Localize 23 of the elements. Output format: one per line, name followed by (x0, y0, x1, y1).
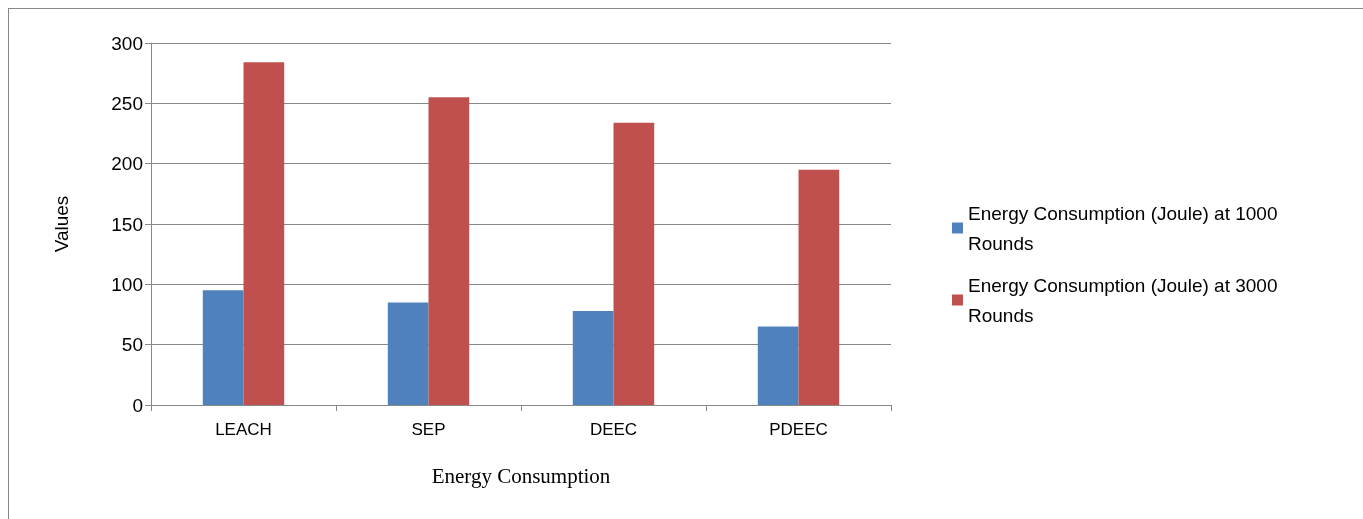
x-axis-title: Energy Consumption (431, 463, 611, 488)
y-tick-label: 150 (111, 213, 143, 235)
y-tick-label: 0 (132, 394, 143, 416)
bar (428, 97, 470, 405)
y-axis-title: Values (51, 195, 72, 253)
y-tick-label: 50 (121, 334, 143, 356)
bar (798, 169, 840, 405)
x-tick-label: LEACH (215, 420, 272, 439)
y-tick-label: 300 (111, 32, 143, 54)
x-tick-label: PDEEC (769, 420, 828, 439)
legend-label: Energy Consumption (Joule) at 1000 Rounds (968, 202, 1283, 254)
legend-label: Energy Consumption (Joule) at 3000 Rounds (968, 274, 1283, 326)
bar (572, 310, 614, 405)
bar (387, 302, 429, 405)
x-tick-label: DEEC (589, 420, 638, 439)
y-tick-label: 200 (111, 153, 143, 175)
bar (757, 326, 799, 405)
y-tick-label: 250 (111, 92, 143, 114)
bar (613, 122, 655, 405)
y-tick-label: 100 (111, 273, 143, 295)
x-tick-label: SEP (411, 420, 446, 439)
bar (243, 62, 285, 405)
bar (202, 290, 244, 405)
